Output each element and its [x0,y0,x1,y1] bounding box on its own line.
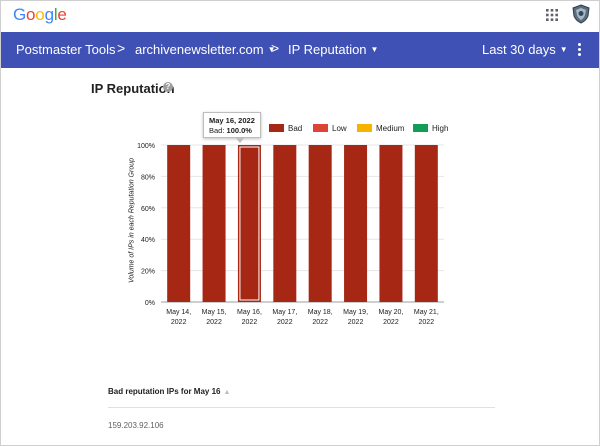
table-header[interactable]: Bad reputation IPs for May 16 ▲ [108,387,230,396]
y-tick-label: 60% [141,206,155,213]
chevron-down-icon: ▼ [370,45,379,54]
x-tick-label: 2022 [277,319,293,326]
tooltip-arrow [235,137,245,143]
x-tick-label: 2022 [383,319,399,326]
dashboard-selector[interactable]: IP Reputation ▼ [288,42,378,57]
dashboard-label: IP Reputation [288,42,367,57]
legend-label-high[interactable]: High [432,124,449,133]
table-cell-ip: 159.203.92.106 [108,421,164,430]
breadcrumb-separator: > [271,40,280,56]
legend-label-low[interactable]: Low [332,124,347,133]
x-tick-label: May 19, [343,309,368,316]
date-range-label: Last 30 days [482,42,556,57]
legend-label-medium[interactable]: Medium [376,124,405,133]
bar-bad [344,145,368,302]
sort-asc-icon[interactable]: ▲ [223,389,231,396]
shield-avatar-icon[interactable] [571,4,591,24]
x-tick-label: May 21, [414,309,439,316]
domain-label: archivenewsletter.com [135,42,264,57]
x-tick-label: May 16, [237,309,262,316]
date-range-selector[interactable]: Last 30 days ▼ [482,42,568,57]
chart-tooltip: May 16, 2022 Bad: 100.0% [203,112,261,138]
legend-label-bad[interactable]: Bad [288,124,303,133]
legend-swatch-bad[interactable] [269,124,284,132]
breadcrumb-separator: > [117,40,126,56]
bar-bad [308,145,332,302]
chevron-down-icon: ▼ [267,45,276,54]
y-tick-label: 40% [141,237,155,244]
chevron-down-icon: ▼ [559,45,568,54]
y-tick-label: 100% [137,143,155,150]
bar-bad [237,145,261,302]
top-bar: Google [1,1,599,32]
bar-bad [414,145,438,302]
x-tick-label: 2022 [348,319,364,326]
bar-bad [273,145,297,302]
x-tick-label: 2022 [206,319,222,326]
y-tick-label: 80% [141,174,155,181]
bar-highlight-outline [239,146,260,301]
tooltip-label: Bad: [209,126,225,135]
breadcrumb-bar: Postmaster Tools > archivenewsletter.com… [1,32,599,68]
tooltip-body: Bad: 100.0% [209,126,255,136]
more-vert-icon[interactable] [573,41,585,59]
bar-bad [202,145,226,302]
x-tick-label: 2022 [171,319,187,326]
help-circle-icon[interactable]: ? [163,82,173,92]
legend-swatch-high[interactable] [413,124,428,132]
page-title: IP Reputation [91,81,175,96]
table-header-label: Bad reputation IPs for May 16 [108,387,221,396]
product-title[interactable]: Postmaster Tools [16,42,116,57]
domain-selector[interactable]: archivenewsletter.com ▼ [135,42,276,57]
bar-bad [167,145,191,302]
tooltip-value: 100.0% [226,126,252,135]
y-tick-label: 0% [145,300,155,307]
x-tick-label: May 14, [166,309,191,316]
table-divider [108,407,495,408]
x-tick-label: 2022 [242,319,258,326]
bar-bad [379,145,403,302]
x-tick-label: 2022 [419,319,435,326]
x-tick-label: May 17, [272,309,297,316]
x-tick-label: May 20, [378,309,403,316]
x-tick-label: May 15, [202,309,227,316]
y-tick-label: 20% [141,269,155,276]
google-logo[interactable]: Google [13,5,67,24]
tooltip-title: May 16, 2022 [209,116,255,125]
legend-swatch-medium[interactable] [357,124,372,132]
x-tick-label: 2022 [312,319,328,326]
x-tick-label: May 18, [308,309,333,316]
legend-swatch-low[interactable] [313,124,328,132]
apps-grid-icon[interactable] [546,9,558,21]
